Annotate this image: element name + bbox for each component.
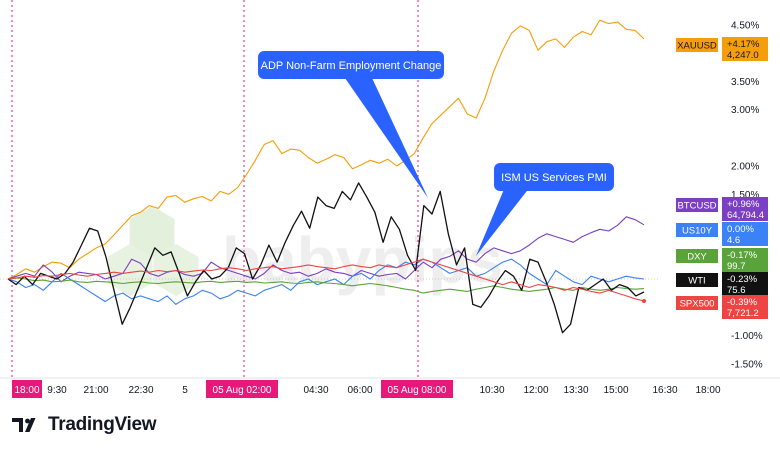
- x-tick-label: 18:00: [695, 385, 720, 396]
- annotation-ism-pointer: [476, 187, 530, 256]
- tag-value-box: [722, 197, 768, 221]
- annotation-adp-pointer: [345, 78, 428, 198]
- watermark-hex: [129, 206, 175, 258]
- tag-change-btcusd: +0.96%: [727, 199, 760, 210]
- x-tick-label: 15:00: [603, 385, 628, 396]
- series-lines: [7, 19, 646, 334]
- x-tick-label: 21:00: [83, 385, 108, 396]
- series-line-xauusd[interactable]: [7, 19, 645, 280]
- series-line-wti[interactable]: [7, 182, 645, 334]
- tag-name-dxy: DXY: [687, 252, 707, 263]
- watermark-text: babypips: [222, 224, 503, 296]
- annotation-ism[interactable]: ISM US Services PMI: [476, 163, 614, 256]
- x-tick-label: 13:30: [563, 385, 588, 396]
- series-line-dxy[interactable]: [7, 277, 645, 294]
- annotation-ism-text: ISM US Services PMI: [501, 172, 607, 184]
- x-highlight-box: [206, 380, 278, 398]
- tag-change-dxy: -0.17%: [727, 250, 758, 261]
- series-tags: XAUUSD +4.17%4,247.0 BTCUSD +0.96%64,794.4 U…: [676, 37, 768, 319]
- x-tick-label: 04:30: [303, 385, 328, 396]
- x-highlight-box: [12, 380, 42, 398]
- annotation-adp[interactable]: ADP Non-Farm Employment Change: [258, 51, 444, 198]
- x-highlight-label: 05 Aug 02:00: [213, 385, 272, 396]
- series-line-spx500[interactable]: [7, 258, 645, 302]
- x-tick-label: 10:30: [479, 385, 504, 396]
- annotation-adp-text: ADP Non-Farm Employment Change: [261, 60, 442, 72]
- annotation-adp-box: [258, 51, 444, 79]
- y-axis: 4.50% 3.50% 3.00% 2.00% 1.50% -1.00% -1.50%: [731, 20, 763, 370]
- x-tick-label: 06:00: [347, 385, 372, 396]
- tag-name-us10y: US10Y: [682, 226, 713, 237]
- tag-name-box: [676, 223, 718, 237]
- tag-value-box: [722, 37, 768, 61]
- y-tick-label: 1.50%: [731, 190, 759, 201]
- tag-value-box: [722, 272, 768, 296]
- x-highlight-label: 05 Aug 08:00: [388, 385, 447, 396]
- tag-name-box: [676, 38, 718, 52]
- tag-last-wti: 75.6: [727, 285, 746, 296]
- tag-name-box: [676, 273, 718, 287]
- y-tick-label: 2.00%: [731, 162, 759, 173]
- x-highlight-label: 18:00: [14, 385, 39, 396]
- tag-name-btcusd: BTCUSD: [677, 201, 716, 212]
- annotation-ism-box: [494, 163, 614, 191]
- tradingview-logo[interactable]: TradingView: [12, 414, 157, 436]
- y-tick-label: -1.50%: [731, 359, 763, 370]
- tag-change-spx500: -0.39%: [727, 297, 758, 308]
- tag-last-dxy: 99.7: [727, 261, 746, 272]
- tag-name-spx500: SPX500: [680, 299, 715, 310]
- tag-value-box: [722, 295, 768, 319]
- series-line-btcusd[interactable]: [7, 216, 645, 283]
- x-tick-label: 5: [182, 385, 188, 396]
- x-highlight-box: [381, 380, 453, 398]
- x-tick-label: 9:30: [47, 385, 67, 396]
- tag-last-us10y: 4.6: [727, 235, 740, 246]
- tag-name-box: [676, 198, 718, 212]
- series-line-us10y[interactable]: [7, 258, 645, 305]
- tag-change-xauusd: +4.17%: [727, 39, 760, 50]
- y-tick-label: 3.50%: [731, 77, 759, 88]
- x-axis: 9:30 21:00 22:30 5 04:30 06:00 10:30 12:00 13:30…: [0, 377, 780, 398]
- highlight-lines: [11, 0, 419, 378]
- x-tick-label: 22:30: [128, 385, 153, 396]
- y-tick-label: 4.50%: [731, 20, 759, 31]
- series-endpoint-spx500: [642, 299, 646, 304]
- tag-value-box: [722, 248, 768, 272]
- x-tick-label: 16:30: [652, 385, 677, 396]
- x-tick-label: 12:00: [523, 385, 548, 396]
- tag-last-xauusd: 4,247.0: [727, 50, 759, 61]
- y-tick-label: -1.00%: [731, 331, 763, 342]
- tag-change-wti: -0.23%: [727, 274, 758, 285]
- tag-value-box: [722, 222, 768, 246]
- tag-name-wti: WTI: [688, 276, 705, 287]
- tag-name-box: [676, 296, 718, 310]
- tradingview-logo-icon: [12, 418, 36, 432]
- tag-last-btcusd: 64,794.4: [727, 210, 764, 221]
- tradingview-logo-text: TradingView: [48, 414, 157, 435]
- tag-name-box: [676, 249, 718, 263]
- tag-name-xauusd: XAUUSD: [677, 41, 717, 52]
- y-tick-label: 3.00%: [731, 105, 759, 116]
- tag-last-spx500: 7,721.2: [727, 308, 759, 319]
- tag-change-us10y: 0.00%: [727, 224, 754, 235]
